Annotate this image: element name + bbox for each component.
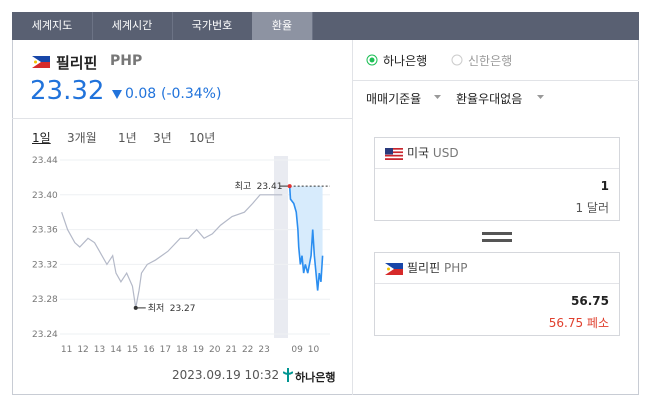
period-tab[interactable]: 3개월 [67, 131, 97, 145]
x-tick-label: 11 [61, 345, 72, 355]
y-tick-label: 23.32 [32, 260, 58, 270]
converter-header: 필리핀 PHP [375, 253, 619, 284]
y-tick-label: 23.36 [32, 226, 58, 236]
moon-icon [278, 344, 283, 352]
tab-bar: 세계지도 세계시간 국가번호 환율 [12, 12, 639, 40]
chart: 23.24 23.28 23.32 23.36 23.40 23.44 11 12 13 14 15… [32, 156, 330, 355]
divider [352, 80, 639, 81]
night-band [274, 156, 289, 338]
low-point [133, 305, 138, 310]
amount: 1 [600, 179, 609, 193]
converter-box: 필리핀 PHP 56.75 56.75 페소 [374, 252, 620, 336]
x-tick-label: 20 [209, 345, 221, 355]
area-shade [289, 186, 323, 291]
high-point [287, 184, 292, 189]
radio-off[interactable] [451, 54, 463, 66]
x-tick-label: 16 [143, 345, 155, 355]
dropdown[interactable]: 환율우대없음 [456, 92, 523, 106]
converter-box: 미국 USD 1 1 달러 [374, 137, 620, 221]
flag-ph [32, 56, 50, 68]
country: 미국 [407, 146, 430, 160]
x-tick-label: 09 [291, 345, 303, 355]
tab[interactable]: 환율 [252, 12, 313, 40]
annotation-value: 23.41 [257, 182, 283, 192]
series-line [288, 186, 324, 291]
amount: 56.75 [571, 294, 609, 308]
x-tick-label: 17 [160, 345, 171, 355]
x-tick-label: 14 [110, 345, 122, 355]
x-tick-label: 12 [77, 345, 88, 355]
converter-header: 미국 USD [375, 138, 619, 169]
equals-sign [482, 232, 512, 242]
series-line [61, 194, 283, 309]
tab[interactable]: 세계시간 [92, 12, 173, 40]
dropdown[interactable]: 매매기준율 [366, 92, 422, 106]
code: PHP [443, 261, 468, 275]
divider [12, 118, 352, 119]
down-arrow [112, 90, 122, 99]
country: 필리핀 [407, 261, 441, 275]
x-tick-label: 19 [193, 345, 205, 355]
unit-label: 56.75 페소 [548, 316, 609, 330]
x-tick-label: 15 [127, 345, 138, 355]
y-tick-label: 23.44 [32, 156, 58, 166]
period-tab[interactable]: 1일 [32, 131, 51, 145]
x-tick-label: 22 [242, 345, 253, 355]
timestamp: 2023.09.19 10:32 [172, 368, 280, 382]
currency-code: PHP [110, 53, 143, 69]
annotation-label: 최고 [235, 181, 252, 192]
y-tick-label: 23.40 [32, 191, 58, 201]
code: USD [432, 146, 459, 160]
currency-name: 필리핀 [56, 54, 98, 72]
unit-label: 1 달러 [575, 201, 609, 215]
flag-us [385, 148, 403, 160]
x-tick-label: 21 [225, 345, 236, 355]
y-tick-label: 23.28 [32, 295, 58, 305]
period-tab[interactable]: 10년 [189, 131, 216, 145]
y-tick-label: 23.24 [32, 330, 58, 340]
caret [537, 95, 544, 99]
period-tab[interactable]: 1년 [118, 131, 137, 145]
x-tick-label: 23 [258, 345, 269, 355]
flag-ph [385, 263, 403, 275]
change: 0.08 [125, 86, 157, 102]
tab[interactable]: 세계지도 [12, 12, 93, 40]
bank-logo [283, 368, 293, 382]
annotation-value: 23.27 [170, 304, 196, 314]
bank-option[interactable]: 신한은행 [468, 54, 513, 68]
bank-name: 하나은행 [295, 371, 336, 384]
x-tick-label: 10 [308, 345, 320, 355]
divider [352, 40, 353, 395]
bank-option[interactable]: 하나은행 [383, 54, 428, 68]
x-tick-label: 18 [176, 345, 188, 355]
annotation-label: 최저 [148, 303, 165, 314]
caret [434, 95, 441, 99]
change-pct: (-0.34%) [161, 86, 222, 102]
rate: 23.32 [30, 76, 105, 106]
x-tick-label: 13 [94, 345, 105, 355]
radio-on[interactable] [366, 54, 378, 66]
period-tab[interactable]: 3년 [153, 131, 172, 145]
